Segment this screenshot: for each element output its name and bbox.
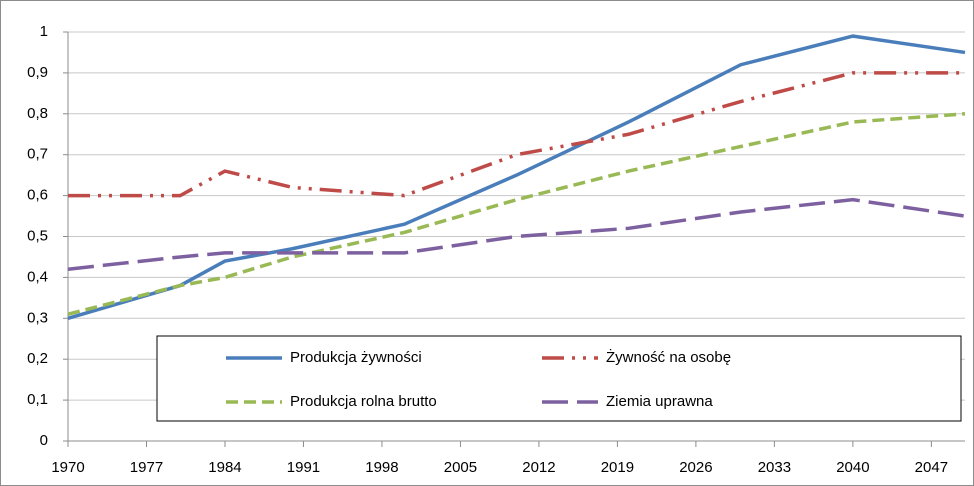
series-line — [67, 197, 966, 271]
y-tick-label: 0,1 — [27, 391, 48, 408]
x-tick-label: 2005 — [444, 459, 477, 476]
x-tick-label: 1984 — [208, 459, 241, 476]
x-tick-label: 1991 — [287, 459, 320, 476]
x-tick-label: 1998 — [365, 459, 398, 476]
y-tick-label: 0,7 — [27, 146, 48, 163]
x-tick-label: 2012 — [522, 459, 555, 476]
y-tick-label: 0,9 — [27, 64, 48, 81]
y-tick-label: 1 — [40, 23, 48, 40]
x-tick-label: 2019 — [601, 459, 634, 476]
x-tick-label: 1970 — [51, 459, 84, 476]
y-tick-label: 0,8 — [27, 105, 48, 122]
x-tick-label: 1977 — [130, 459, 163, 476]
legend-label: Żywność na osobę — [606, 348, 731, 366]
legend-label: Produkcja rolna brutto — [290, 393, 437, 410]
legend-label: Produkcja żywności — [290, 349, 422, 366]
legend-box — [156, 335, 962, 422]
y-tick-label: 0 — [40, 432, 48, 449]
x-tick-label: 2040 — [836, 459, 869, 476]
legend: Produkcja żywności Żywność na osobę Produk… — [156, 335, 962, 422]
y-tick-label: 0,4 — [27, 268, 48, 285]
y-tick-label: 0,2 — [27, 350, 48, 367]
y-tick-label: 0,6 — [27, 187, 48, 204]
x-tick-label: 2033 — [758, 459, 791, 476]
y-tick-label: 0,5 — [27, 227, 48, 244]
series-line — [67, 112, 966, 316]
y-tick-label: 0,3 — [27, 309, 48, 326]
legend-label: Ziemia uprawna — [606, 393, 713, 410]
series-line — [67, 34, 966, 320]
x-tick-label: 2047 — [915, 459, 948, 476]
x-tick-label: 2026 — [679, 459, 712, 476]
